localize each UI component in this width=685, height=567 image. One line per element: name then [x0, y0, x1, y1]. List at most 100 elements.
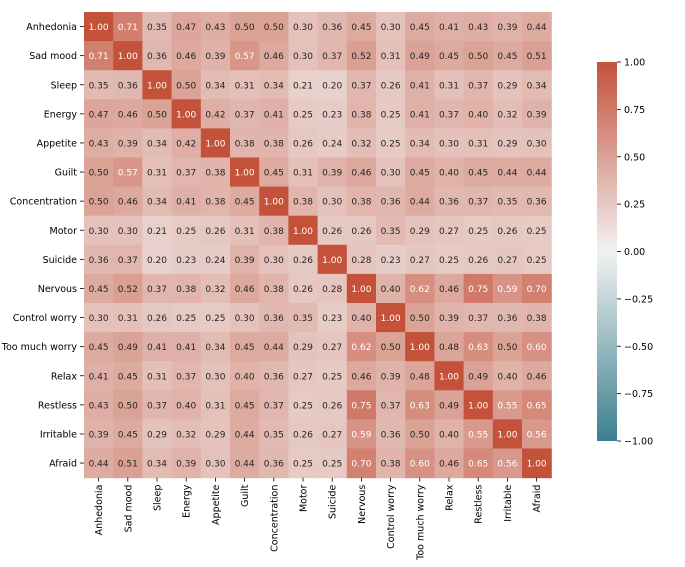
cell-value-label: 0.34: [205, 343, 225, 353]
cell-value-label: 0.25: [381, 139, 401, 149]
heatmap-cell: [405, 303, 435, 333]
x-tick-label: Sleep: [153, 485, 164, 511]
x-tick-label: Afraid: [532, 485, 543, 513]
heatmap-cell: [142, 12, 173, 42]
heatmap-cell: [259, 70, 289, 100]
x-tick-label: Sad mood: [123, 485, 134, 533]
cell-value-label: 0.26: [293, 285, 313, 295]
heatmap-cell: [434, 419, 465, 450]
heatmap-cell: [317, 186, 348, 217]
cell-value-label: 0.50: [468, 52, 488, 62]
cell-value-label: 1.00: [497, 430, 517, 440]
heatmap-cell: [142, 332, 173, 362]
heatmap-cell: [288, 390, 319, 420]
cell-value-label: 0.40: [497, 372, 517, 382]
heatmap-cell: [230, 12, 260, 42]
heatmap-cell: [230, 332, 260, 362]
cell-value-label: 0.31: [205, 401, 225, 411]
cell-value-label: 0.28: [351, 256, 371, 266]
cell-value-label: 0.23: [322, 314, 342, 324]
cell-value-label: 0.41: [89, 372, 109, 382]
heatmap-cell: [346, 128, 377, 159]
x-tick-label: Anhedonia: [94, 485, 105, 536]
heatmap-cell: [522, 186, 552, 217]
heatmap-cell: [259, 157, 289, 188]
heatmap-cell: [317, 70, 348, 100]
heatmap-cell: [200, 419, 231, 450]
cell-value-label: 0.34: [527, 81, 547, 91]
x-tick-label: Appetite: [211, 484, 222, 524]
heatmap-cell: [230, 157, 260, 188]
cell-value-label: 0.44: [235, 460, 255, 470]
heatmap-cell: [84, 361, 114, 391]
cell-value-label: 1.00: [176, 110, 196, 120]
cell-value-label: 0.38: [351, 198, 371, 208]
cell-value-label: 0.21: [147, 227, 167, 237]
cell-value-label: 0.43: [89, 401, 109, 411]
cell-value-label: 0.40: [235, 372, 255, 382]
cell-value-label: 0.39: [118, 139, 138, 149]
cell-value-label: 0.31: [147, 372, 167, 382]
heatmap-cell: [376, 157, 406, 188]
heatmap-cell: [171, 70, 202, 100]
cell-value-label: 0.34: [205, 81, 225, 91]
heatmap-cell: [463, 332, 494, 362]
y-tick-label: Motor: [50, 226, 78, 237]
heatmap-cell: [84, 128, 114, 159]
cell-value-label: 0.27: [497, 256, 517, 266]
cell-value-label: 0.37: [381, 401, 401, 411]
cell-value-label: 0.25: [205, 314, 225, 324]
heatmap-cell: [230, 390, 260, 420]
heatmap-cell: [84, 273, 114, 304]
cell-value-label: 0.32: [176, 430, 196, 440]
heatmap-cell: [317, 128, 348, 159]
heatmap-cell: [200, 215, 231, 246]
cell-value-label: 0.37: [176, 169, 196, 179]
cell-value-label: 0.62: [351, 343, 371, 353]
heatmap-cell: [113, 186, 143, 217]
cell-value-label: 0.32: [205, 285, 225, 295]
heatmap-cell: [288, 41, 319, 71]
heatmap-cell: [463, 244, 494, 275]
heatmap-cell: [84, 448, 114, 479]
heatmap-cell: [200, 390, 231, 420]
cell-value-label: 0.27: [322, 343, 342, 353]
heatmap-cell: [142, 186, 173, 217]
cell-value-label: 0.47: [176, 23, 196, 33]
cell-value-label: 0.36: [497, 314, 517, 324]
heatmap-cell: [171, 215, 202, 246]
heatmap-cell: [492, 99, 523, 129]
y-tick-label: Concentration: [10, 197, 77, 208]
cell-value-label: 0.57: [118, 169, 138, 179]
heatmap-cell: [434, 186, 465, 217]
heatmap-cell: [288, 244, 319, 275]
cell-value-label: 0.45: [89, 343, 109, 353]
y-tick-label: Relax: [51, 371, 77, 382]
cell-value-label: 0.55: [497, 401, 517, 411]
heatmap-cell: [376, 186, 406, 217]
heatmap-cell: [434, 273, 465, 304]
heatmap-cell: [317, 41, 348, 71]
heatmap-cell: [171, 12, 202, 42]
cell-value-label: 0.57: [235, 52, 255, 62]
heatmap-cell: [522, 99, 552, 129]
cell-value-label: 0.45: [410, 23, 430, 33]
colorbar-tick-label: −0.50: [624, 342, 653, 353]
cell-value-label: 0.43: [468, 23, 488, 33]
cell-value-label: 0.41: [147, 343, 167, 353]
cell-value-label: 0.46: [176, 52, 196, 62]
cell-value-label: 0.36: [118, 81, 138, 91]
cell-value-label: 1.00: [89, 23, 109, 33]
cell-value-label: 0.37: [351, 81, 371, 91]
heatmap-cell: [200, 186, 231, 217]
y-tick-label: Sad mood: [29, 51, 77, 62]
cell-value-label: 0.41: [410, 81, 430, 91]
cell-value-label: 0.46: [235, 285, 255, 295]
heatmap-cell: [463, 448, 494, 479]
heatmap-cell: [434, 128, 465, 159]
cell-value-label: 0.38: [351, 110, 371, 120]
heatmap-cell: [288, 157, 319, 188]
cell-value-label: 0.45: [468, 169, 488, 179]
cell-value-label: 0.60: [527, 343, 547, 353]
cell-value-label: 0.46: [439, 460, 459, 470]
